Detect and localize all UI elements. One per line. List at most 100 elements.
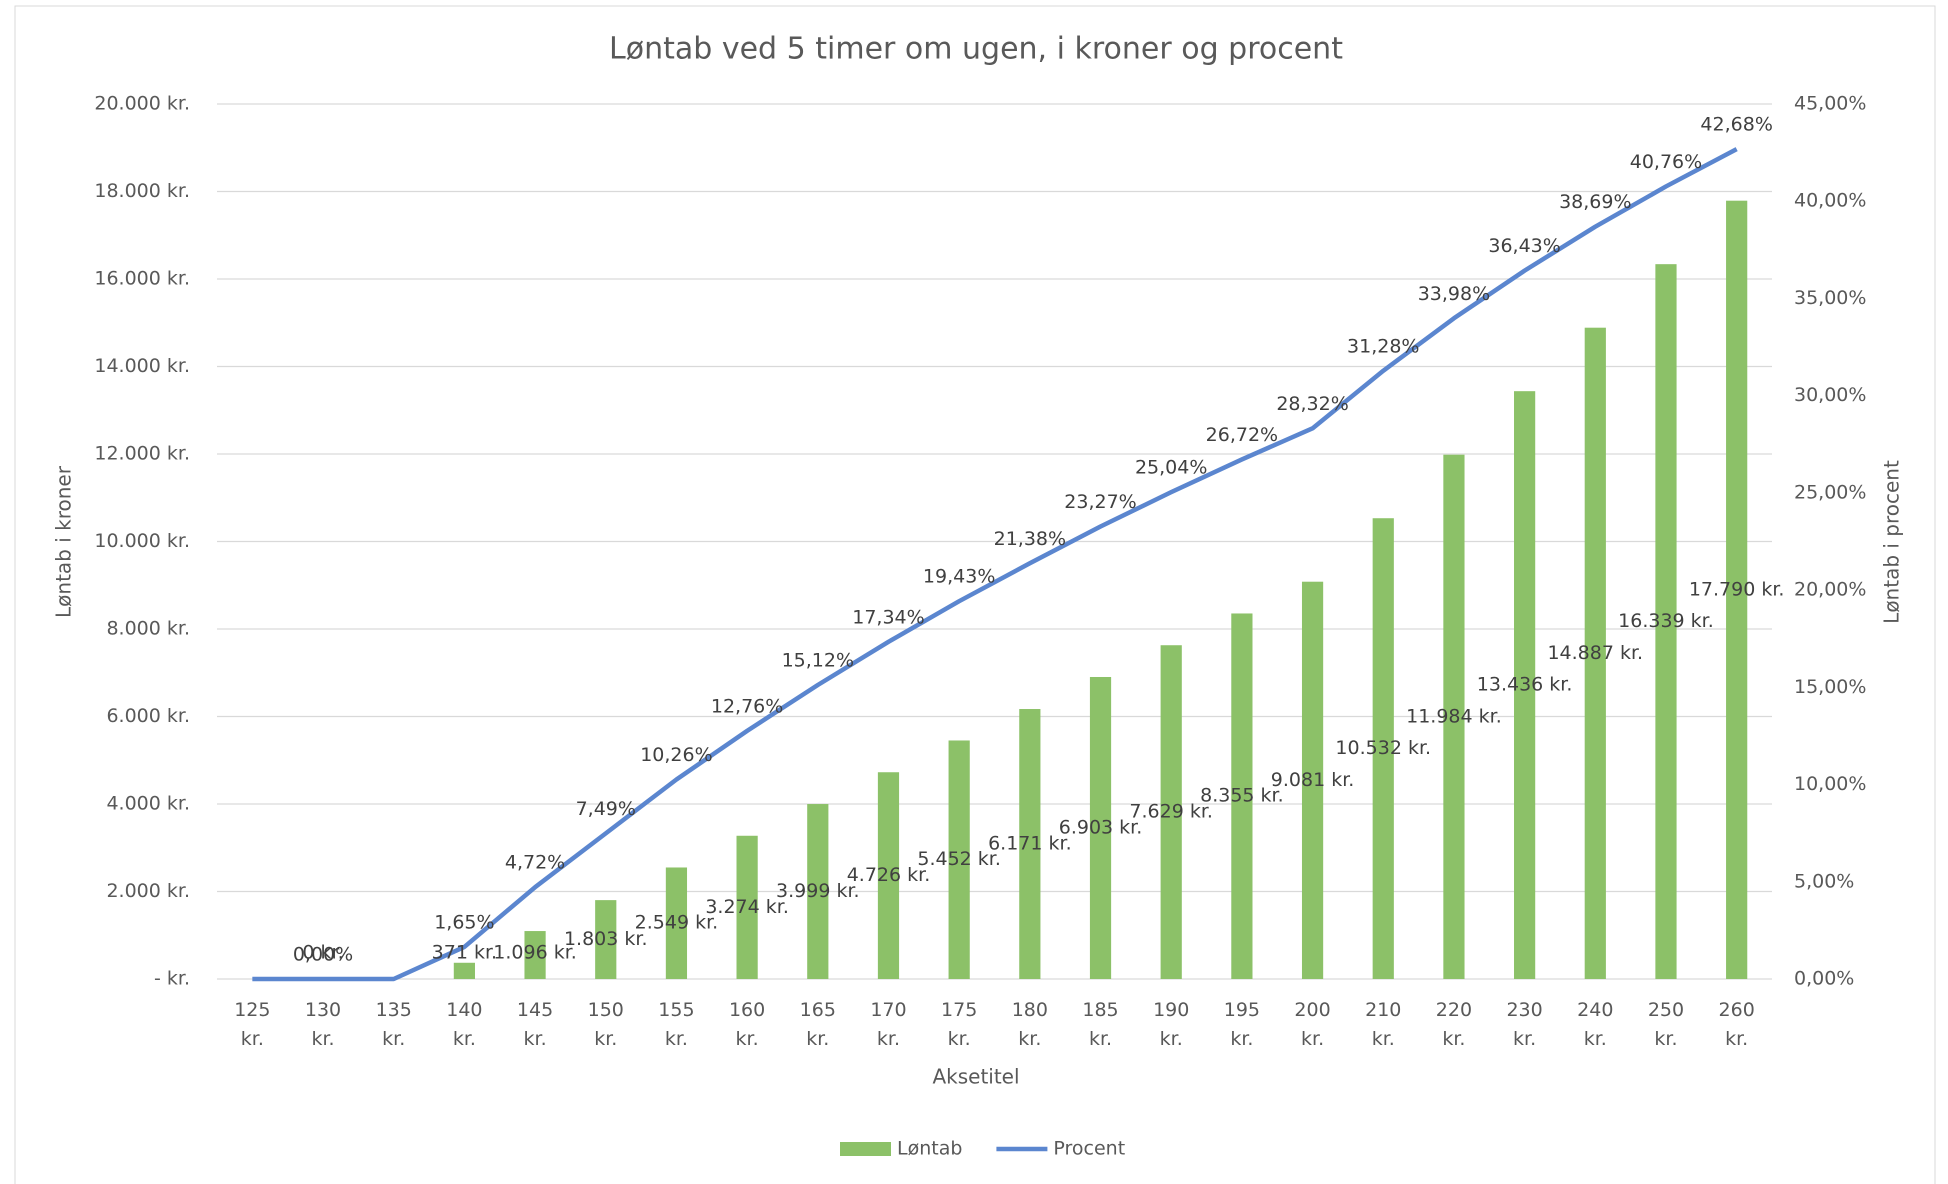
bar xyxy=(807,804,829,979)
data-label: 31,28% xyxy=(1347,335,1419,357)
data-label: 12,76% xyxy=(711,695,783,717)
x-tick-label: 185 kr. xyxy=(1082,999,1119,1050)
y2-tick-label: 15,00% xyxy=(1794,676,1866,698)
x-tick-label: 220 kr. xyxy=(1435,999,1473,1050)
y-tick-label: - kr. xyxy=(154,968,190,990)
y-tick-label: 12.000 kr. xyxy=(94,443,190,465)
data-label: 13.436 kr. xyxy=(1477,674,1573,696)
y2-tick-label: 0,00% xyxy=(1794,968,1854,990)
legend-label: Procent xyxy=(1053,1138,1125,1160)
bar xyxy=(1726,200,1748,979)
bar xyxy=(1514,391,1536,979)
data-label: 33,98% xyxy=(1418,283,1490,305)
y-tick-label: 10.000 kr. xyxy=(94,530,190,552)
data-label: 10,26% xyxy=(640,744,712,766)
data-label: 7,49% xyxy=(576,798,636,820)
x-tick-label: 140 kr. xyxy=(446,999,483,1050)
data-label: 6.903 kr. xyxy=(1059,816,1143,838)
y-tick-label: 4.000 kr. xyxy=(106,793,190,815)
bar xyxy=(1160,645,1182,979)
y-tick-label: 16.000 kr. xyxy=(94,268,190,290)
y2-tick-label: 40,00% xyxy=(1794,190,1866,212)
y2-tick-label: 30,00% xyxy=(1794,384,1866,406)
data-label: 1.096 kr. xyxy=(493,942,577,964)
data-label: 8.355 kr. xyxy=(1200,785,1284,807)
legend-swatch xyxy=(840,1142,891,1156)
x-tick-label: 260 kr. xyxy=(1718,999,1755,1050)
bar xyxy=(1443,454,1465,979)
bar xyxy=(877,772,900,979)
bar xyxy=(1089,676,1112,979)
y-axis-title: Løntab i kroner xyxy=(52,465,76,618)
x-tick-label: 135 kr. xyxy=(375,999,412,1050)
data-label: 19,43% xyxy=(923,566,995,588)
data-label: 1,65% xyxy=(434,911,494,933)
x-axis-title: Aksetitel xyxy=(932,1065,1019,1089)
y2-tick-label: 45,00% xyxy=(1794,93,1866,115)
y-tick-label: 20.000 kr. xyxy=(94,93,190,115)
data-label: 10.532 kr. xyxy=(1335,737,1431,759)
x-tick-label: 175 kr. xyxy=(941,999,978,1050)
data-label: 38,69% xyxy=(1559,191,1631,213)
data-label: 15,12% xyxy=(782,650,854,672)
x-tick-label: 200 kr. xyxy=(1294,999,1331,1050)
bar xyxy=(736,835,758,979)
x-tick-label: 150 kr. xyxy=(587,999,624,1050)
data-label: 17,34% xyxy=(852,606,924,628)
data-label: 40,76% xyxy=(1630,151,1702,173)
data-label: 42,68% xyxy=(1700,114,1772,136)
data-label: 21,38% xyxy=(994,528,1066,550)
y2-tick-label: 20,00% xyxy=(1794,579,1866,601)
data-label: 28,32% xyxy=(1276,393,1348,415)
data-label: 6.171 kr. xyxy=(988,833,1072,855)
x-tick-label: 250 kr. xyxy=(1647,999,1685,1050)
x-tick-label: 155 kr. xyxy=(658,999,695,1050)
x-tick-label: 180 kr. xyxy=(1011,999,1048,1050)
bar xyxy=(1231,613,1253,979)
data-label: 17.790 kr. xyxy=(1689,578,1785,600)
x-tick-label: 230 kr. xyxy=(1506,999,1543,1050)
data-label: 16.339 kr. xyxy=(1618,610,1714,632)
x-tick-label: 130 kr. xyxy=(304,999,342,1050)
x-tick-label: 165 kr. xyxy=(799,999,836,1050)
bar xyxy=(595,900,617,979)
y-tick-label: 14.000 kr. xyxy=(94,355,190,377)
bar xyxy=(1584,327,1606,980)
data-label: 26,72% xyxy=(1206,424,1278,446)
data-label: 2.549 kr. xyxy=(635,912,719,934)
bar xyxy=(665,867,688,979)
y-tick-label: 6.000 kr. xyxy=(106,705,190,727)
legend-label: Løntab xyxy=(897,1138,962,1160)
data-label: 3.999 kr. xyxy=(776,880,860,902)
data-label: 25,04% xyxy=(1135,457,1207,479)
y2-axis-title: Løntab i procent xyxy=(1880,460,1904,624)
data-label: 0 kr. xyxy=(302,942,343,964)
x-tick-label: 170 kr. xyxy=(870,999,907,1050)
bar xyxy=(1372,518,1394,979)
y2-tick-label: 10,00% xyxy=(1794,773,1866,795)
y2-tick-label: 25,00% xyxy=(1794,481,1866,503)
data-label: 23,27% xyxy=(1064,491,1136,513)
data-label: 4,72% xyxy=(505,852,565,874)
y2-tick-label: 5,00% xyxy=(1794,870,1854,892)
bar xyxy=(453,962,475,979)
data-label: 14.887 kr. xyxy=(1547,642,1643,664)
data-label: 36,43% xyxy=(1488,235,1560,257)
x-tick-label: 145 kr. xyxy=(516,999,554,1050)
x-tick-label: 240 kr. xyxy=(1577,999,1614,1050)
data-label: 0,00% xyxy=(293,944,353,966)
x-tick-label: 125 kr. xyxy=(234,999,271,1050)
data-label: 9.081 kr. xyxy=(1271,769,1355,791)
line xyxy=(252,147,1738,982)
x-tick-label: 210 kr. xyxy=(1365,999,1402,1050)
y2-tick-label: 35,00% xyxy=(1794,287,1866,309)
bar xyxy=(524,931,546,979)
x-tick-label: 160 kr. xyxy=(728,999,766,1050)
data-label: 4.726 kr. xyxy=(847,864,931,886)
y-tick-label: 2.000 kr. xyxy=(106,880,190,902)
x-tick-label: 190 kr. xyxy=(1153,999,1190,1050)
data-label: 7.629 kr. xyxy=(1129,801,1213,823)
data-label: 3.274 kr. xyxy=(705,896,789,918)
